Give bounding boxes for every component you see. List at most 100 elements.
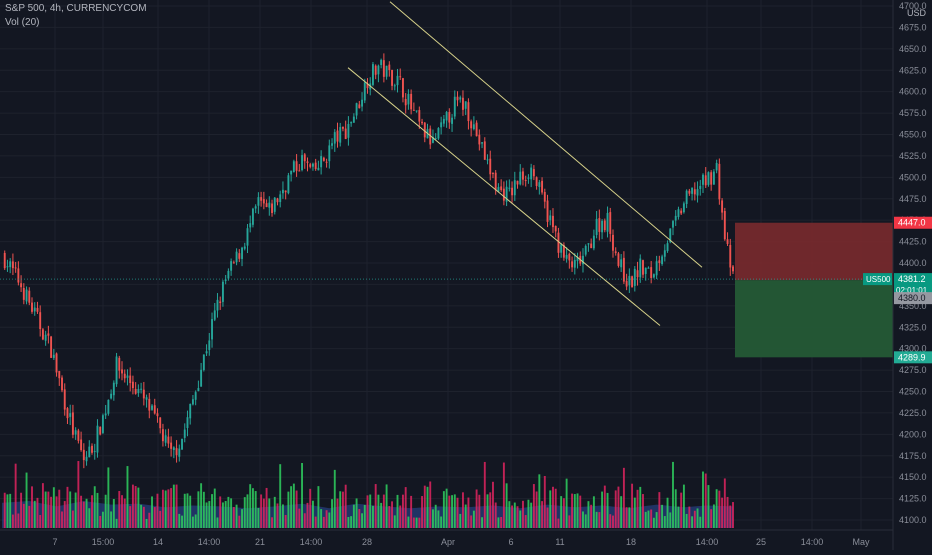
candle-body [513,180,516,196]
y-tick-label: 4575.0 [899,108,927,118]
volume-bar [475,489,478,528]
volume-bar [194,514,197,528]
volume-bar [129,506,132,528]
candle-body [74,430,77,435]
volume-bar [246,494,249,528]
y-tick-label: 4225.0 [899,408,927,418]
candle-body [175,448,178,456]
candle-body [391,69,393,86]
volume-bar [721,497,724,528]
volume-bar [552,486,554,528]
volume-bar [702,471,704,528]
volume-bar [527,499,530,528]
candle-body [729,244,732,268]
candle-body [393,85,396,87]
volume-bar [677,506,680,528]
candle-body [339,127,342,143]
candle-body [712,171,715,185]
candle-body [483,141,486,160]
symbol-tag-bg [863,273,892,286]
candle-body [352,116,355,123]
candle-body [241,247,243,259]
volume-bar [451,495,454,528]
time-axis[interactable]: 7 15:00 14 14:00 21 14:00 28 Apr 6 11 18 14:00 25 14:… [0,529,893,547]
volume-indicator-label[interactable]: Vol (20) [5,17,40,28]
volume-bar [363,504,366,528]
candle-body [508,187,511,189]
candle-body [366,83,369,89]
candle-body [522,171,524,180]
candle-body [55,353,58,373]
candle-body [186,417,189,428]
volume-bar [361,513,363,528]
volume-bar [121,495,123,528]
volume-bar [211,494,213,528]
volume-bar [170,488,173,528]
volume-bar [69,491,72,528]
volume-bar [628,507,631,528]
channel-lower-line [347,67,661,326]
trend-channel[interactable] [347,1,703,326]
volume-bar [118,491,121,528]
candle-body [644,267,647,274]
volume-bar [522,500,524,528]
candle-body [655,261,658,276]
candle-body [527,177,530,179]
candle-body [194,392,197,400]
x-tick-label: 25 [756,537,766,547]
candle-body [666,243,669,252]
candle-body [682,203,685,213]
candle-body [453,96,456,117]
volume-bar [339,491,342,528]
candle-body [609,212,612,234]
volume-bar [273,496,276,528]
volume-bar [418,517,421,528]
candle-body [121,369,123,374]
volume-bar [579,495,582,528]
volume-bar [260,494,263,528]
symbol-title[interactable]: S&P 500, 4h, CURRENCYCOM [5,3,147,14]
volume-bar [178,513,181,528]
candle-body [385,65,388,77]
candle-body [502,188,505,201]
volume-bar [718,490,721,528]
candle-body [587,243,590,245]
volume-bar [145,518,148,528]
volume-bar [682,484,685,528]
candle-body [445,112,448,121]
candle-body [31,302,33,312]
candle-body [633,268,636,286]
volume-bar [131,484,134,528]
candle-body [415,110,418,112]
volume-bar [148,512,151,528]
volume-bar [573,494,576,528]
candle-body [221,281,224,302]
volume-bar [726,496,729,528]
volume-bar [161,489,164,528]
volume-bar [691,516,694,528]
volume-bar [181,515,183,528]
volume-bar [462,492,464,528]
candle-body [418,110,421,122]
candle-body [164,435,167,443]
volume-bar [20,492,23,528]
candle-body [52,354,55,358]
y-tick-label: 4425.0 [899,237,927,247]
volume-bar [620,496,623,528]
x-tick-label: 21 [255,537,265,547]
y-tick-label: 4125.0 [899,494,927,504]
volume-bar [464,504,467,528]
candle-body [295,161,298,171]
candle-body [475,122,478,137]
candle-body [631,276,634,288]
volume-bar [429,481,432,528]
x-tick-label: 6 [508,537,513,547]
price-axis[interactable]: 4100.0 4125.0 4150.0 4175.0 4200.0 4225.0 4250… [892,0,927,550]
candle-body [333,132,336,144]
volume-bar [197,491,200,528]
candle-body [350,122,353,124]
candle-body [442,118,445,124]
candle-body [663,250,666,257]
